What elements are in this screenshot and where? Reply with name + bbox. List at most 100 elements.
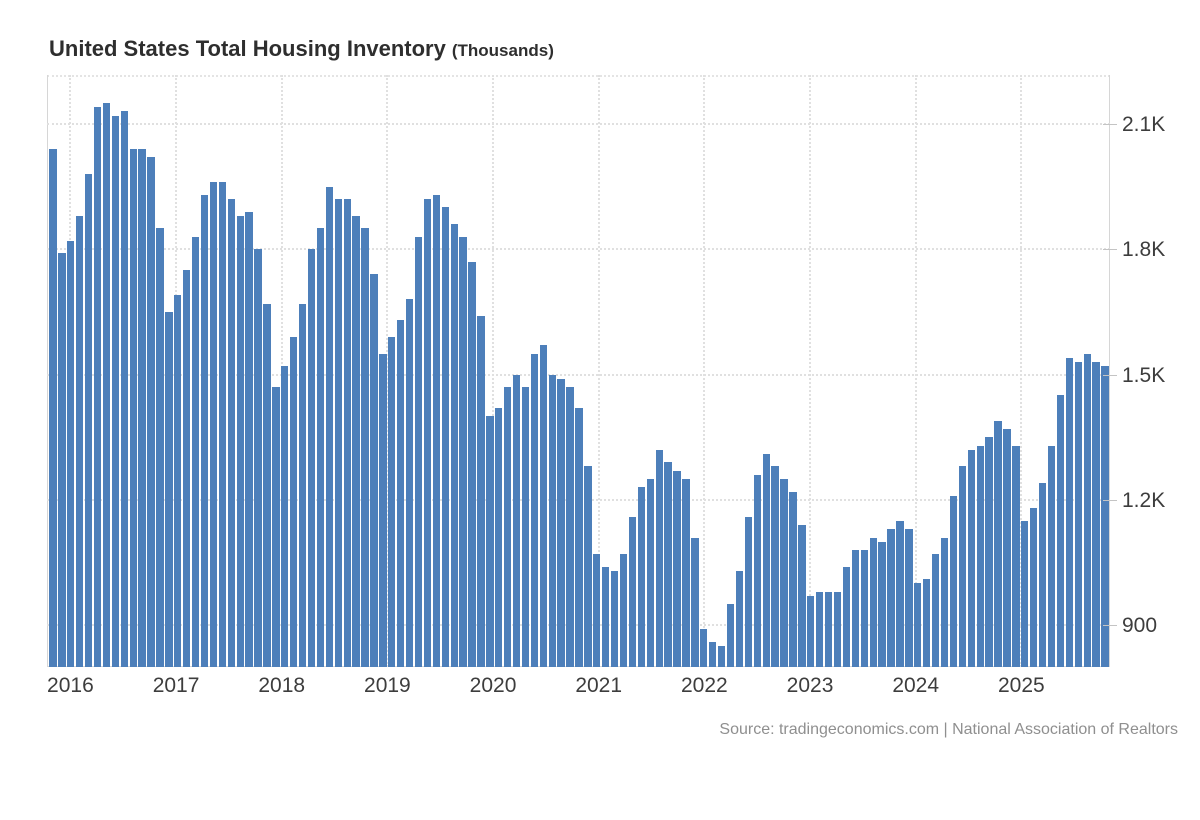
inventory-bar[interactable] <box>200 194 209 667</box>
inventory-bar[interactable] <box>397 320 405 667</box>
inventory-bar[interactable] <box>958 466 967 667</box>
inventory-bar[interactable] <box>691 537 699 667</box>
inventory-bar[interactable] <box>851 550 860 667</box>
inventory-bar[interactable] <box>887 529 895 667</box>
inventory-bar[interactable] <box>584 466 592 667</box>
inventory-bar[interactable] <box>236 215 244 667</box>
inventory-bar[interactable] <box>637 487 646 667</box>
inventory-bar[interactable] <box>76 215 84 667</box>
inventory-bar[interactable] <box>735 570 744 667</box>
inventory-bar[interactable] <box>602 566 610 667</box>
inventory-bar[interactable] <box>414 236 423 667</box>
inventory-bar[interactable] <box>726 604 735 667</box>
inventory-bar[interactable] <box>816 591 824 667</box>
inventory-bar[interactable] <box>120 111 128 667</box>
inventory-bar[interactable] <box>789 491 797 667</box>
inventory-bar[interactable] <box>272 387 280 667</box>
inventory-bar[interactable] <box>129 148 137 667</box>
inventory-bar[interactable] <box>1021 520 1029 667</box>
inventory-bar[interactable] <box>664 462 672 667</box>
inventory-bar[interactable] <box>985 437 993 667</box>
inventory-bar[interactable] <box>1101 366 1109 667</box>
inventory-bar[interactable] <box>557 378 565 667</box>
inventory-bar[interactable] <box>227 199 235 667</box>
inventory-bar[interactable] <box>263 303 271 667</box>
inventory-bar[interactable] <box>914 583 922 667</box>
inventory-bar[interactable] <box>931 554 940 667</box>
inventory-bar[interactable] <box>174 295 182 667</box>
inventory-bar[interactable] <box>245 211 253 667</box>
inventory-bar[interactable] <box>771 466 779 667</box>
inventory-bar[interactable] <box>1038 483 1047 667</box>
inventory-bar[interactable] <box>548 374 556 667</box>
inventory-bar[interactable] <box>905 529 913 667</box>
inventory-bar[interactable] <box>780 479 788 667</box>
inventory-bar[interactable] <box>254 249 262 667</box>
inventory-bar[interactable] <box>994 420 1002 667</box>
inventory-bar[interactable] <box>209 182 218 667</box>
inventory-bar[interactable] <box>58 253 66 667</box>
inventory-bar[interactable] <box>111 115 120 667</box>
inventory-bar[interactable] <box>798 524 806 667</box>
inventory-bar[interactable] <box>290 336 298 667</box>
inventory-bar[interactable] <box>512 374 521 667</box>
inventory-bar[interactable] <box>1083 353 1091 667</box>
inventory-bar[interactable] <box>316 228 325 667</box>
inventory-bar[interactable] <box>1047 445 1056 667</box>
inventory-bar[interactable] <box>762 453 770 667</box>
inventory-bar[interactable] <box>495 407 503 667</box>
inventory-bar[interactable] <box>923 579 931 667</box>
inventory-bar[interactable] <box>575 407 583 667</box>
inventory-bar[interactable] <box>343 199 351 667</box>
inventory-bar[interactable] <box>673 470 681 667</box>
inventory-bar[interactable] <box>298 303 307 667</box>
inventory-bar[interactable] <box>325 186 334 667</box>
inventory-bar[interactable] <box>477 316 485 667</box>
inventory-bar[interactable] <box>824 591 833 667</box>
inventory-bar[interactable] <box>1003 428 1011 667</box>
inventory-bar[interactable] <box>370 274 378 667</box>
inventory-bar[interactable] <box>717 646 726 667</box>
inventory-bar[interactable] <box>468 261 476 667</box>
inventory-bar[interactable] <box>459 236 467 667</box>
inventory-bar[interactable] <box>1065 357 1074 667</box>
inventory-bar[interactable] <box>183 270 191 667</box>
inventory-bar[interactable] <box>307 249 316 667</box>
inventory-bar[interactable] <box>833 591 842 667</box>
inventory-bar[interactable] <box>940 537 949 667</box>
inventory-bar[interactable] <box>147 157 155 667</box>
inventory-bar[interactable] <box>878 541 886 667</box>
inventory-bar[interactable] <box>860 550 868 667</box>
inventory-bar[interactable] <box>619 554 628 667</box>
inventory-bar[interactable] <box>566 387 574 667</box>
inventory-bar[interactable] <box>281 366 289 667</box>
inventory-bar[interactable] <box>655 449 663 667</box>
inventory-bar[interactable] <box>450 224 458 667</box>
inventory-bar[interactable] <box>432 194 440 667</box>
inventory-bar[interactable] <box>744 516 753 667</box>
inventory-bar[interactable] <box>1030 508 1038 667</box>
inventory-bar[interactable] <box>610 570 619 667</box>
inventory-bar[interactable] <box>521 387 530 667</box>
inventory-bar[interactable] <box>1074 362 1082 667</box>
inventory-bar[interactable] <box>405 299 414 667</box>
inventory-bar[interactable] <box>628 516 637 667</box>
inventory-bar[interactable] <box>352 215 360 667</box>
inventory-bar[interactable] <box>165 311 173 667</box>
inventory-bar[interactable] <box>1012 445 1020 667</box>
inventory-bar[interactable] <box>700 629 708 667</box>
inventory-bar[interactable] <box>842 566 851 667</box>
inventory-bar[interactable] <box>682 479 690 667</box>
inventory-bar[interactable] <box>379 353 387 667</box>
inventory-bar[interactable] <box>102 103 111 667</box>
inventory-bar[interactable] <box>1092 362 1100 667</box>
inventory-bar[interactable] <box>753 474 761 667</box>
inventory-bar[interactable] <box>49 148 57 667</box>
inventory-bar[interactable] <box>67 240 75 667</box>
inventory-bar[interactable] <box>593 554 601 667</box>
inventory-bar[interactable] <box>218 182 227 667</box>
inventory-bar[interactable] <box>967 449 975 667</box>
inventory-bar[interactable] <box>1056 395 1065 667</box>
inventory-bar[interactable] <box>423 199 432 667</box>
inventory-bar[interactable] <box>539 345 547 667</box>
